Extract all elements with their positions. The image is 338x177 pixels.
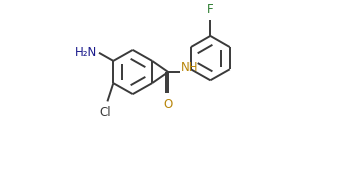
Text: NH: NH [180,61,198,74]
Text: Cl: Cl [99,106,111,119]
Text: O: O [164,98,173,111]
Text: F: F [207,3,214,16]
Text: H₂N: H₂N [75,46,97,59]
